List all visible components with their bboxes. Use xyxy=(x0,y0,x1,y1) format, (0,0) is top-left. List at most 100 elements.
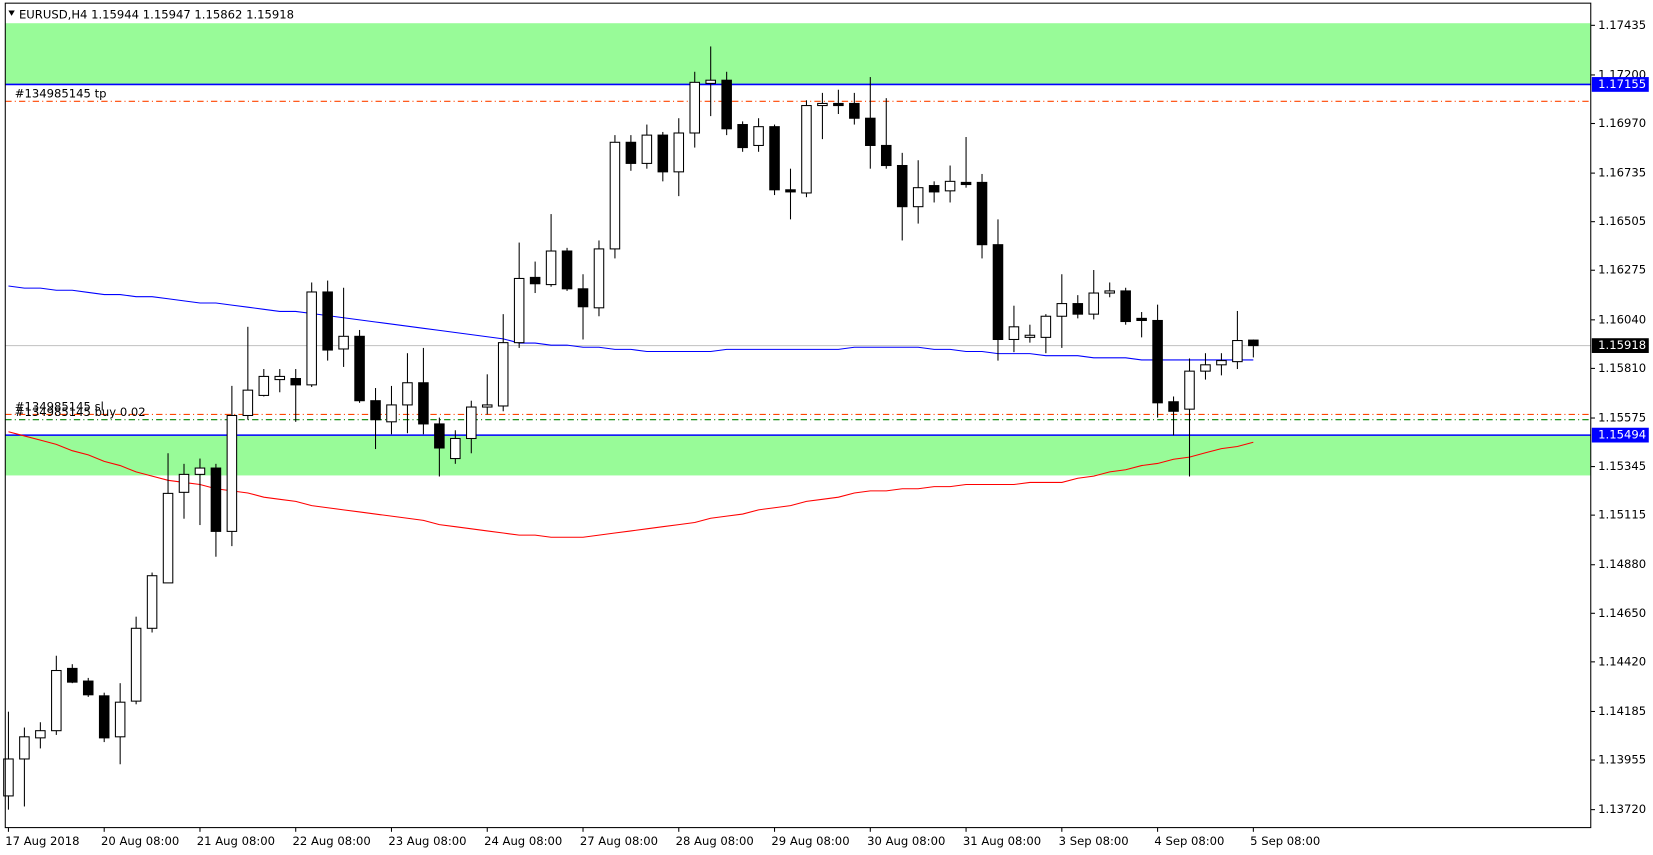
candle-body xyxy=(402,382,413,406)
candle-body xyxy=(418,382,429,425)
candle-body xyxy=(1088,292,1100,315)
candle-body xyxy=(801,105,812,194)
candle-body xyxy=(306,291,317,386)
price-tag-label: 1.15918 xyxy=(1598,338,1646,352)
candle-body xyxy=(1120,290,1131,323)
candle-body xyxy=(513,277,525,344)
candle-body xyxy=(769,126,780,191)
candle-body xyxy=(19,736,30,760)
candle-body xyxy=(928,185,940,193)
candle-body xyxy=(481,404,493,408)
y-tick-label: 1.16275 xyxy=(1598,263,1646,277)
chart-header: EURUSD,H4 1.15944 1.15947 1.15862 1.1591… xyxy=(19,7,294,21)
candle-body xyxy=(1248,339,1259,347)
candle-body xyxy=(561,250,573,290)
price-tag xyxy=(1591,338,1649,353)
candle-body xyxy=(912,187,924,208)
candle-body xyxy=(1104,290,1115,294)
x-tick-label: 3 Sep 08:00 xyxy=(1059,834,1129,848)
candle-body xyxy=(641,134,653,164)
y-tick-label: 1.15345 xyxy=(1598,459,1646,473)
candle-body xyxy=(130,627,142,702)
y-tick-label: 1.17435 xyxy=(1598,18,1646,32)
y-tick-label: 1.14880 xyxy=(1598,557,1646,571)
candle-body xyxy=(737,124,748,149)
x-tick-label: 20 Aug 08:00 xyxy=(101,834,179,848)
candle-body xyxy=(114,701,126,738)
zone xyxy=(5,435,1591,476)
price-tag-label: 1.15494 xyxy=(1598,428,1646,442)
order-label: #134985145 sl xyxy=(15,400,104,414)
candle-body xyxy=(849,102,860,119)
y-tick-label: 1.16505 xyxy=(1598,214,1646,228)
candle-body xyxy=(833,102,844,107)
candle-body xyxy=(657,134,669,173)
candle-body xyxy=(1168,401,1179,412)
x-tick-label: 30 Aug 08:00 xyxy=(867,834,945,848)
order-label: #134985145 tp xyxy=(15,86,107,100)
x-tick-label: 23 Aug 08:00 xyxy=(388,834,466,848)
candle-body xyxy=(577,288,589,308)
x-tick-label: 4 Sep 08:00 xyxy=(1154,834,1224,848)
candle-body xyxy=(497,342,509,407)
candle-body xyxy=(880,144,892,167)
y-tick-label: 1.15575 xyxy=(1598,411,1646,425)
candle-body xyxy=(1232,340,1243,363)
candle-body xyxy=(1216,360,1227,366)
x-tick-label: 27 Aug 08:00 xyxy=(580,834,658,848)
candle-body xyxy=(434,423,445,449)
candle-body xyxy=(976,181,988,246)
candle-body xyxy=(673,132,685,173)
candle-body xyxy=(35,730,46,739)
candle-body xyxy=(785,189,796,193)
header-close: 1.15918 xyxy=(246,7,294,21)
candle-body xyxy=(944,180,956,192)
candle-body xyxy=(178,473,190,493)
x-tick-label: 22 Aug 08:00 xyxy=(293,834,371,848)
x-tick-label: 29 Aug 08:00 xyxy=(771,834,849,848)
plot-layer: #134985145 tp #134985145 sl#134985145 buy… xyxy=(3,23,1591,810)
candle-body xyxy=(1008,326,1020,341)
candle-body xyxy=(162,492,174,584)
candle-body xyxy=(689,81,701,134)
y-tick-label: 1.13955 xyxy=(1598,753,1646,767)
order-label: #134985145 buy 0.02 xyxy=(15,405,146,419)
candle-body xyxy=(290,378,302,386)
y-tick-label: 1.15115 xyxy=(1598,508,1646,522)
header-high: 1.15947 xyxy=(143,7,191,21)
candle-body xyxy=(210,467,222,532)
candle-body xyxy=(450,437,461,460)
candle-body xyxy=(545,250,557,286)
moving-average xyxy=(8,285,1254,361)
price-tag xyxy=(1591,77,1649,92)
candle-body xyxy=(67,667,78,683)
candle-body xyxy=(1152,319,1163,404)
x-tick-label: 21 Aug 08:00 xyxy=(197,834,275,848)
candle-body xyxy=(226,414,238,532)
candle-body xyxy=(354,335,365,402)
plot-frame xyxy=(4,2,1592,829)
y-tick-label: 1.14650 xyxy=(1598,606,1646,620)
candle-body xyxy=(466,406,477,440)
candle-body xyxy=(194,467,206,475)
candle-body xyxy=(1200,364,1211,372)
header-low: 1.15862 xyxy=(194,7,242,21)
header-open: 1.15944 xyxy=(91,7,139,21)
candle-body xyxy=(625,141,637,164)
price-tag-label: 1.17155 xyxy=(1598,77,1646,91)
candle-body xyxy=(896,164,908,208)
candle-body xyxy=(1136,317,1147,322)
candle-body xyxy=(529,276,541,285)
y-tick-label: 1.16040 xyxy=(1598,312,1646,326)
y-tick-label: 1.16970 xyxy=(1598,116,1646,130)
menu-triangle[interactable] xyxy=(8,10,15,16)
candle-body xyxy=(322,291,333,351)
candle-body xyxy=(3,758,14,797)
candle-body xyxy=(51,669,62,732)
candle-body xyxy=(258,375,270,396)
candle-body xyxy=(817,102,828,107)
x-tick-label: 5 Sep 08:00 xyxy=(1250,834,1320,848)
y-tick-label: 1.14185 xyxy=(1598,704,1646,718)
